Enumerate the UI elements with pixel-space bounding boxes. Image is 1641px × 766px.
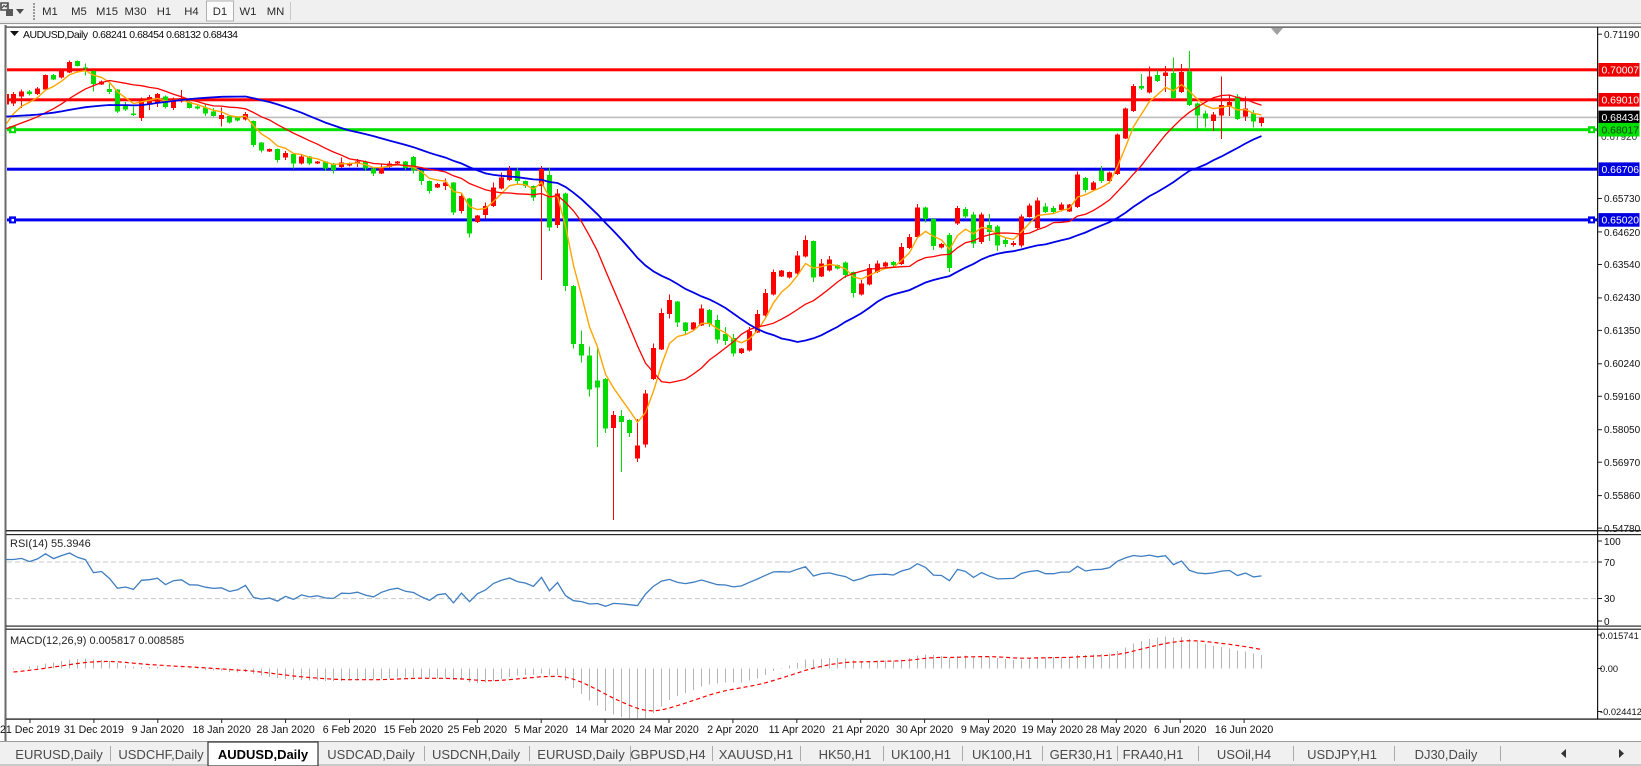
svg-text:31 Dec 2019: 31 Dec 2019: [64, 724, 124, 736]
svg-text:9 Jan 2020: 9 Jan 2020: [132, 724, 185, 736]
svg-text:0.62430: 0.62430: [1604, 293, 1641, 304]
svg-text:70: 70: [1604, 558, 1616, 569]
svg-text:28 Jan 2020: 28 Jan 2020: [256, 724, 314, 736]
svg-text:D1: D1: [213, 6, 227, 18]
svg-text:-0.024412: -0.024412: [1600, 707, 1641, 717]
svg-text:M5: M5: [71, 6, 87, 18]
svg-text:100: 100: [1604, 537, 1621, 548]
svg-text:XAUUSD,H1: XAUUSD,H1: [719, 747, 793, 762]
svg-text:0.58050: 0.58050: [1604, 425, 1641, 436]
svg-text:5 Mar 2020: 5 Mar 2020: [514, 724, 568, 736]
svg-text:21 Dec 2019: 21 Dec 2019: [0, 724, 60, 736]
svg-text:RSI(14) 55.3946: RSI(14) 55.3946: [10, 538, 91, 550]
svg-text:M15: M15: [96, 6, 118, 18]
svg-text:25 Feb 2020: 25 Feb 2020: [448, 724, 508, 736]
svg-text:16 Jun 2020: 16 Jun 2020: [1215, 724, 1273, 736]
svg-text:USDCNH,Daily: USDCNH,Daily: [432, 747, 521, 762]
svg-text:GBPUSD,H4: GBPUSD,H4: [630, 747, 705, 762]
svg-text:MN: MN: [267, 6, 285, 18]
svg-text:0.56970: 0.56970: [1604, 458, 1641, 469]
svg-text:0: 0: [1604, 617, 1610, 628]
svg-text:19 May 2020: 19 May 2020: [1022, 724, 1083, 736]
svg-text:H1: H1: [157, 6, 171, 18]
svg-text:15 Feb 2020: 15 Feb 2020: [384, 724, 444, 736]
svg-text:USDJPY,H1: USDJPY,H1: [1307, 747, 1377, 762]
svg-text:USDCAD,Daily: USDCAD,Daily: [327, 747, 415, 762]
svg-text:0.61350: 0.61350: [1604, 326, 1641, 337]
svg-text:0.00: 0.00: [1600, 664, 1618, 674]
svg-text:0.68434: 0.68434: [1602, 113, 1640, 124]
svg-text:UK100,H1: UK100,H1: [972, 747, 1032, 762]
svg-text:18 Jan 2020: 18 Jan 2020: [193, 724, 251, 736]
svg-text:M1: M1: [42, 6, 58, 18]
svg-text:0.65020: 0.65020: [1602, 216, 1640, 227]
svg-text:14 Mar 2020: 14 Mar 2020: [575, 724, 635, 736]
svg-text:2 Apr 2020: 2 Apr 2020: [707, 724, 758, 736]
svg-text:H4: H4: [184, 6, 198, 18]
svg-text:MACD(12,26,9) 0.005817 0.00858: MACD(12,26,9) 0.005817 0.008585: [10, 635, 184, 647]
svg-text:W1: W1: [240, 6, 257, 18]
svg-text:UK100,H1: UK100,H1: [891, 747, 951, 762]
svg-text:0.63540: 0.63540: [1604, 260, 1641, 271]
svg-text:FRA40,H1: FRA40,H1: [1123, 747, 1184, 762]
svg-text:DJ30,Daily: DJ30,Daily: [1415, 747, 1478, 762]
svg-text:AUDUSD,Daily: AUDUSD,Daily: [218, 747, 309, 762]
svg-text:24 Mar 2020: 24 Mar 2020: [639, 724, 699, 736]
svg-text:0.66706: 0.66706: [1602, 165, 1640, 176]
svg-text:30: 30: [1604, 594, 1616, 605]
svg-text:USDCHF,Daily: USDCHF,Daily: [118, 747, 204, 762]
svg-text:EURUSD,Daily: EURUSD,Daily: [537, 747, 625, 762]
svg-text:0.68017: 0.68017: [1602, 126, 1640, 137]
svg-text:EURUSD,Daily: EURUSD,Daily: [15, 747, 103, 762]
svg-text:0.59160: 0.59160: [1604, 392, 1641, 403]
svg-text:GER30,H1: GER30,H1: [1050, 747, 1113, 762]
svg-text:6 Feb 2020: 6 Feb 2020: [323, 724, 377, 736]
svg-text:28 May 2020: 28 May 2020: [1086, 724, 1147, 736]
svg-text:0.64620: 0.64620: [1604, 228, 1641, 239]
svg-text:11 Apr 2020: 11 Apr 2020: [769, 724, 825, 736]
svg-text:9 May 2020: 9 May 2020: [961, 724, 1016, 736]
svg-text:0.67920: 0.67920: [1601, 132, 1638, 143]
svg-text:0.54780: 0.54780: [1604, 524, 1641, 535]
svg-text:0.69010: 0.69010: [1602, 96, 1640, 107]
svg-text:0.71190: 0.71190: [1604, 30, 1640, 41]
svg-text:0.55860: 0.55860: [1604, 491, 1641, 502]
svg-text:M30: M30: [125, 6, 147, 18]
svg-text:0.60240: 0.60240: [1604, 359, 1641, 370]
svg-text:AUDUSD,Daily 0.68241 0.68454: AUDUSD,Daily 0.68241 0.68454 0.68132 0.6…: [23, 29, 238, 41]
svg-text:21 Apr 2020: 21 Apr 2020: [832, 724, 889, 736]
svg-text:0.70007: 0.70007: [1602, 66, 1640, 77]
svg-text:6 Jun 2020: 6 Jun 2020: [1154, 724, 1207, 736]
svg-text:USOil,H4: USOil,H4: [1217, 747, 1271, 762]
svg-text:0.015741: 0.015741: [1600, 631, 1639, 641]
svg-text:30 Apr 2020: 30 Apr 2020: [896, 724, 953, 736]
svg-text:0.65730: 0.65730: [1604, 194, 1641, 205]
svg-text:HK50,H1: HK50,H1: [819, 747, 872, 762]
